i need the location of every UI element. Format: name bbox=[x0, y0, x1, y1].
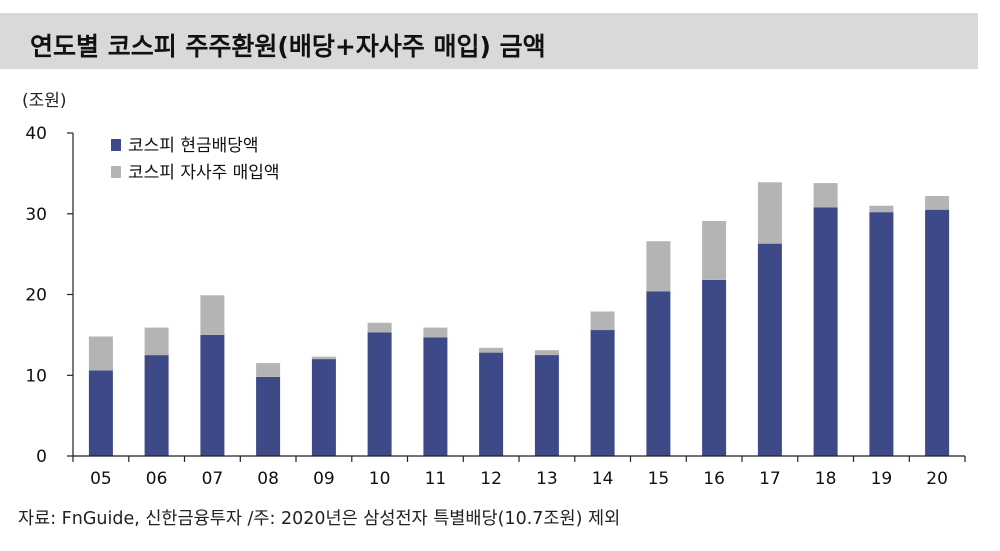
buyback-bar-10 bbox=[368, 323, 392, 333]
buyback-bar-11 bbox=[423, 328, 447, 338]
dividend-bar-11 bbox=[423, 337, 447, 456]
y-tick-label: 10 bbox=[25, 366, 47, 386]
y-tick-label: 20 bbox=[25, 286, 47, 306]
x-tick-label: 20 bbox=[926, 469, 948, 489]
x-tick-label: 18 bbox=[815, 469, 837, 489]
y-tick-label: 40 bbox=[25, 124, 47, 144]
source-note: 자료: FnGuide, 신한금융투자 /주: 2020년은 삼성전자 특별배당… bbox=[18, 505, 620, 530]
buyback-bar-16 bbox=[702, 221, 726, 280]
x-tick-label: 06 bbox=[146, 469, 168, 489]
x-tick-label: 10 bbox=[369, 469, 391, 489]
dividend-bar-10 bbox=[368, 333, 392, 457]
buyback-bar-15 bbox=[646, 241, 670, 291]
buyback-bar-19 bbox=[869, 206, 893, 213]
legend-label-buyback: 코스피 자사주 매입액 bbox=[128, 163, 280, 183]
dividend-bar-15 bbox=[646, 291, 670, 456]
y-tick-label: 30 bbox=[25, 205, 47, 225]
buyback-bar-20 bbox=[925, 196, 949, 210]
x-tick-label: 14 bbox=[592, 469, 614, 489]
x-tick-label: 12 bbox=[480, 469, 502, 489]
dividend-bar-05 bbox=[89, 370, 113, 456]
x-tick-label: 17 bbox=[759, 469, 781, 489]
dividend-bar-09 bbox=[312, 359, 336, 456]
buyback-bar-07 bbox=[200, 295, 224, 335]
legend-swatch-dividend bbox=[111, 139, 121, 151]
buyback-bar-17 bbox=[758, 182, 782, 243]
dividend-bar-14 bbox=[591, 330, 615, 456]
legend-label-dividend: 코스피 현금배당액 bbox=[128, 136, 259, 156]
x-tick-label: 11 bbox=[425, 469, 447, 489]
dividend-bar-20 bbox=[925, 210, 949, 456]
legend-swatch-buyback bbox=[111, 166, 121, 178]
stacked-bar-chart: 05 06 07 08 09 10 11 12 13 14 15 16 17 18 19 20 0 10 20 30 4… bbox=[0, 0, 1000, 500]
buyback-bar-14 bbox=[591, 312, 615, 331]
y-tick-label: 0 bbox=[36, 447, 47, 467]
dividend-bar-18 bbox=[814, 207, 838, 456]
dividend-bar-13 bbox=[535, 355, 559, 456]
x-tick-label: 16 bbox=[703, 469, 725, 489]
x-tick-label: 09 bbox=[313, 469, 335, 489]
dividend-bar-17 bbox=[758, 244, 782, 456]
x-tick-label: 08 bbox=[257, 469, 279, 489]
dividend-bar-06 bbox=[145, 355, 169, 456]
dividend-bar-19 bbox=[869, 212, 893, 456]
buyback-bar-06 bbox=[145, 328, 169, 356]
dividend-bar-08 bbox=[256, 377, 280, 456]
buyback-bar-08 bbox=[256, 363, 280, 377]
buyback-bar-05 bbox=[89, 337, 113, 371]
x-tick-label: 19 bbox=[871, 469, 893, 489]
dividend-bar-07 bbox=[200, 335, 224, 456]
dividend-bar-16 bbox=[702, 280, 726, 456]
buyback-bar-12 bbox=[479, 348, 503, 353]
dividend-bar-12 bbox=[479, 353, 503, 456]
x-tick-label: 15 bbox=[648, 469, 670, 489]
x-tick-label: 07 bbox=[202, 469, 224, 489]
buyback-bar-09 bbox=[312, 357, 336, 359]
buyback-bar-18 bbox=[814, 183, 838, 207]
x-tick-label: 13 bbox=[536, 469, 558, 489]
x-tick-label: 05 bbox=[90, 469, 112, 489]
bars-group bbox=[89, 182, 949, 456]
buyback-bar-13 bbox=[535, 350, 559, 355]
